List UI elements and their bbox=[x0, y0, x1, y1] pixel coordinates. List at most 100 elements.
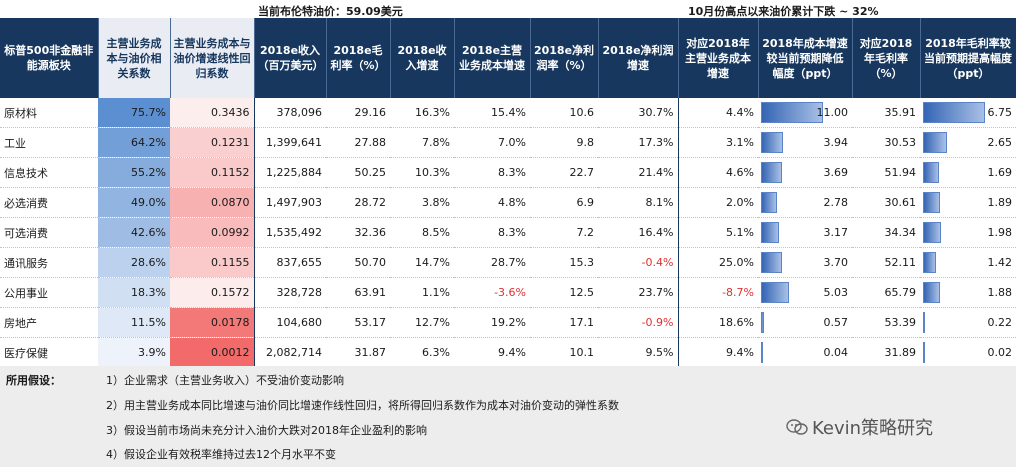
table-cell: 1.42 bbox=[920, 247, 1016, 278]
table-cell: 5.1% bbox=[678, 217, 758, 248]
bar-value: 0.04 bbox=[823, 346, 849, 359]
table-cell: 18.3% bbox=[98, 277, 170, 308]
table-cell: 10.3% bbox=[390, 157, 454, 188]
table-row: 原材料 75.7% 0.3436 378,096 29.16 16.3% 15.4% 10.6… bbox=[0, 98, 1016, 128]
table-row: 信息技术 55.2% 0.1152 1,225,884 50.25 10.3% 8.3% 22… bbox=[0, 157, 1016, 188]
cost-drop-bar bbox=[761, 282, 789, 303]
table-cell: 15.3 bbox=[530, 247, 598, 278]
bar-value: 3.94 bbox=[823, 136, 849, 149]
table-cell: 7.2 bbox=[530, 217, 598, 248]
table-cell: 51.94 bbox=[852, 157, 920, 188]
table-row: 必选消费 49.0% 0.0870 1,497,903 28.72 3.8% 4.8% 6.9… bbox=[0, 187, 1016, 218]
table-cell: 378,096 bbox=[254, 98, 326, 128]
gm-up-bar bbox=[923, 102, 985, 123]
gm-up-bar bbox=[923, 312, 925, 333]
table-cell: 75.7% bbox=[98, 98, 170, 128]
table-cell: 55.2% bbox=[98, 157, 170, 188]
sector-cell: 公用事业 bbox=[0, 277, 98, 308]
table-cell: 1.98 bbox=[920, 217, 1016, 248]
table-cell: 328,728 bbox=[254, 277, 326, 308]
table-cell: 30.7% bbox=[598, 98, 679, 128]
table-cell: 9.4% bbox=[678, 337, 758, 368]
table-cell: 3.8% bbox=[390, 187, 454, 218]
table-cell: 28.72 bbox=[326, 187, 390, 218]
cost-drop-bar bbox=[761, 132, 783, 153]
bar-value: 2.65 bbox=[987, 136, 1013, 149]
header-cell: 2018年毛利率较当前预期提高幅度（ppt） bbox=[920, 18, 1016, 98]
table-cell: 12.5 bbox=[530, 277, 598, 308]
table-cell: 3.17 bbox=[758, 217, 852, 248]
table-row: 房地产 11.5% 0.0178 104,680 53.17 12.7% 19.2% 17.1… bbox=[0, 307, 1016, 338]
header-cell: 2018e毛利率（%） bbox=[326, 18, 391, 98]
wechat-icon bbox=[786, 419, 808, 435]
bar-value: 1.88 bbox=[987, 286, 1013, 299]
table-cell: 28.6% bbox=[98, 247, 170, 278]
table-cell: 9.8 bbox=[530, 127, 598, 158]
header-cell: 标普500非金融非能源板块 bbox=[0, 18, 99, 98]
table-cell: 2.78 bbox=[758, 187, 852, 218]
table-row: 医疗保健 3.9% 0.0012 2,082,714 31.87 6.3% 9.4% 10.1… bbox=[0, 337, 1016, 368]
header-cell: 2018e主营业务成本增速 bbox=[454, 18, 531, 98]
table-cell: 5.03 bbox=[758, 277, 852, 308]
table-cell: 2,082,714 bbox=[254, 337, 326, 368]
table-cell: 837,655 bbox=[254, 247, 326, 278]
header-cell: 2018e净利润率（%） bbox=[530, 18, 599, 98]
bar-value: 1.69 bbox=[987, 166, 1013, 179]
bar-value: 5.03 bbox=[823, 286, 849, 299]
table-cell: -8.7% bbox=[678, 277, 758, 308]
table-cell: 9.4% bbox=[454, 337, 530, 368]
table-cell: 1,225,884 bbox=[254, 157, 326, 188]
table-cell: 7.8% bbox=[390, 127, 454, 158]
bar-value: 0.22 bbox=[987, 316, 1013, 329]
table-cell: 10.6 bbox=[530, 98, 598, 128]
table-cell: 0.0178 bbox=[170, 307, 255, 338]
table-cell: 6.3% bbox=[390, 337, 454, 368]
sector-cell: 信息技术 bbox=[0, 157, 98, 188]
table-cell: 2.65 bbox=[920, 127, 1016, 158]
table-cell: 21.4% bbox=[598, 157, 679, 188]
table-cell: 63.91 bbox=[326, 277, 390, 308]
watermark: Kevin策略研究 bbox=[786, 414, 933, 440]
bar-value: 3.70 bbox=[823, 256, 849, 269]
header-cell: 对应2018年毛利率（%） bbox=[852, 18, 921, 98]
table-cell: 1.69 bbox=[920, 157, 1016, 188]
table-row: 可选消费 42.6% 0.0992 1,535,492 32.36 8.5% 8.3% 7.2… bbox=[0, 217, 1016, 248]
header-cell: 2018年成本增速较当前预期降低幅度（ppt） bbox=[758, 18, 853, 98]
table-cell: -3.6% bbox=[454, 277, 530, 308]
table-cell: 0.02 bbox=[920, 337, 1016, 368]
gm-up-bar bbox=[923, 282, 940, 303]
table-cell: 30.53 bbox=[852, 127, 920, 158]
bar-value: 1.98 bbox=[987, 226, 1013, 239]
table-cell: 3.70 bbox=[758, 247, 852, 278]
assumption-item: 4）假设企业有效税率维持过去12个月水平不变 bbox=[106, 448, 336, 461]
table-cell: 30.61 bbox=[852, 187, 920, 218]
table-cell: 0.1572 bbox=[170, 277, 255, 308]
table-cell: 1,535,492 bbox=[254, 217, 326, 248]
header-row: 标普500非金融非能源板块 主营业务成本与油价相关系数 主营业务成本与油价增速线… bbox=[0, 18, 1016, 98]
header-cell: 2018e收入增速 bbox=[390, 18, 455, 98]
table-cell: 42.6% bbox=[98, 217, 170, 248]
gm-up-bar bbox=[923, 132, 947, 153]
table-cell: 25.0% bbox=[678, 247, 758, 278]
sector-cell: 原材料 bbox=[0, 98, 98, 128]
watermark-text: Kevin策略研究 bbox=[812, 418, 934, 439]
table-cell: 28.7% bbox=[454, 247, 530, 278]
cost-drop-bar bbox=[761, 102, 823, 123]
table-cell: 11.00 bbox=[758, 98, 852, 128]
gm-up-bar bbox=[923, 252, 936, 273]
sector-cell: 通讯服务 bbox=[0, 247, 98, 278]
table-cell: -0.4% bbox=[598, 247, 679, 278]
gm-up-bar bbox=[923, 162, 939, 183]
table-cell: 53.39 bbox=[852, 307, 920, 338]
table-cell: 8.5% bbox=[390, 217, 454, 248]
table-cell: 104,680 bbox=[254, 307, 326, 338]
bar-value: 3.17 bbox=[823, 226, 849, 239]
table-cell: 16.3% bbox=[390, 98, 454, 128]
table-cell: 0.3436 bbox=[170, 98, 255, 128]
table-cell: 4.8% bbox=[454, 187, 530, 218]
table-cell: 9.5% bbox=[598, 337, 679, 368]
table-cell: 27.88 bbox=[326, 127, 390, 158]
table-cell: 35.91 bbox=[852, 98, 920, 128]
table-cell: 8.3% bbox=[454, 157, 530, 188]
table-cell: 18.6% bbox=[678, 307, 758, 338]
